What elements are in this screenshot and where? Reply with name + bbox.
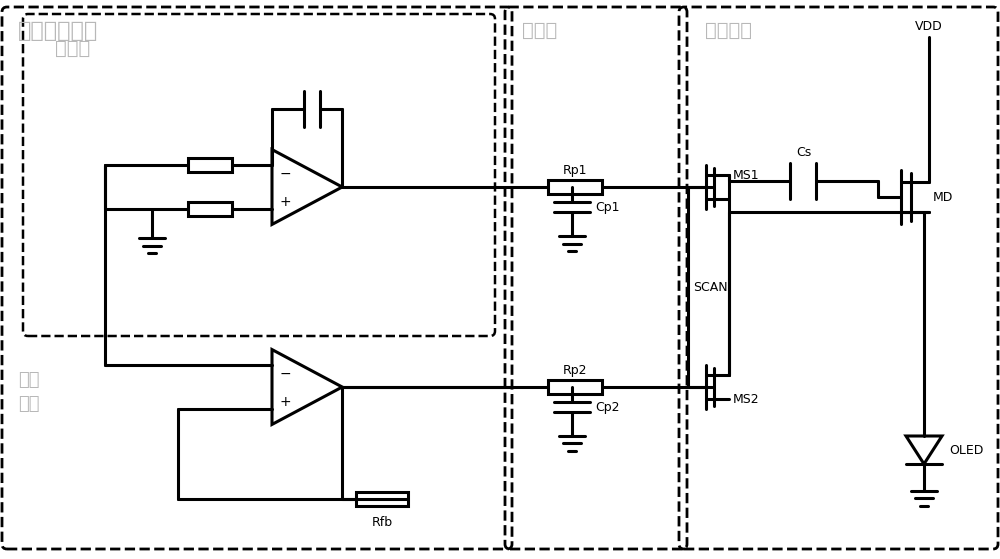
Bar: [548, 180, 602, 194]
Text: Cs: Cs: [796, 146, 811, 159]
Text: $+$: $+$: [279, 195, 291, 209]
Bar: [356, 492, 408, 506]
Text: 像素电路: 像素电路: [705, 21, 752, 40]
Text: 积分器: 积分器: [55, 39, 90, 58]
Text: SCAN: SCAN: [693, 281, 728, 293]
Text: Rp2: Rp2: [563, 364, 587, 377]
Text: Cp1: Cp1: [595, 201, 620, 214]
Bar: [548, 380, 602, 394]
Text: 电压
数据: 电压 数据: [18, 371, 40, 413]
Bar: [188, 202, 232, 216]
Text: MD: MD: [933, 191, 953, 203]
Text: VDD: VDD: [915, 20, 943, 33]
Text: $-$: $-$: [279, 165, 291, 179]
Text: 数据线: 数据线: [522, 21, 557, 40]
Text: $-$: $-$: [279, 366, 291, 380]
Text: MS1: MS1: [733, 169, 759, 182]
Text: Rp1: Rp1: [563, 164, 587, 177]
Text: MS2: MS2: [733, 393, 759, 406]
Bar: [188, 158, 232, 172]
Text: Cp2: Cp2: [595, 400, 620, 414]
Text: OLED: OLED: [949, 443, 983, 457]
Text: Rfb: Rfb: [371, 516, 393, 529]
Text: $+$: $+$: [279, 395, 291, 409]
Text: 外围驱动电路: 外围驱动电路: [18, 21, 98, 41]
